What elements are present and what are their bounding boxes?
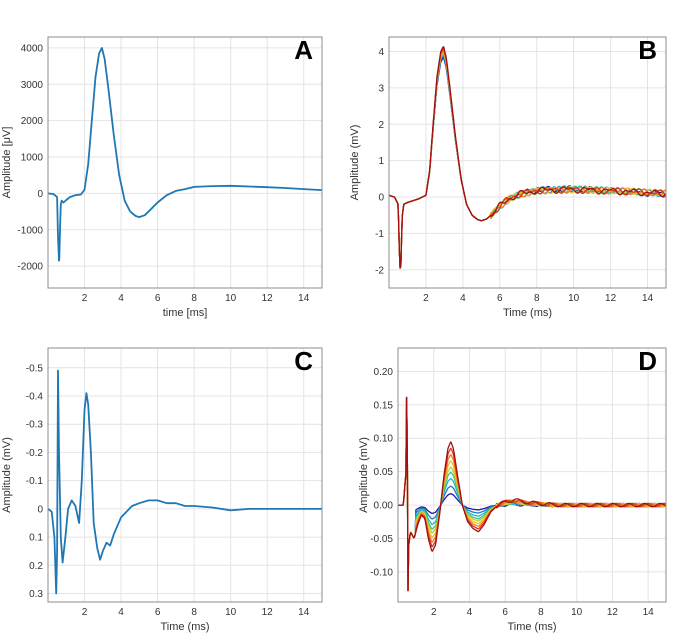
axes-frame — [397, 347, 667, 603]
y-tick-label: 4 — [378, 47, 384, 58]
x-tick-label: 8 — [538, 607, 544, 618]
axes-frame — [47, 36, 323, 289]
y-tick-label: 0.20 — [374, 367, 394, 378]
y-tick-label: 0 — [37, 189, 43, 200]
x-tick-label: 6 — [502, 607, 508, 618]
y-tick-label: 0.15 — [374, 400, 394, 411]
y-tick-label: -0.4 — [26, 391, 44, 402]
series-line — [398, 396, 666, 592]
panel-label: C — [294, 346, 313, 376]
x-axis-label: time [ms] — [163, 307, 208, 319]
x-tick-label: 6 — [155, 293, 161, 304]
series-line — [398, 396, 666, 592]
series-line — [398, 396, 666, 592]
y-tick-label: -0.3 — [26, 420, 44, 431]
x-tick-label: 2 — [82, 293, 88, 304]
y-tick-label: 0.10 — [374, 434, 394, 445]
series-line — [398, 396, 666, 592]
y-tick-label: -2000 — [17, 262, 43, 273]
x-tick-label: 2 — [423, 293, 429, 304]
x-tick-label: 14 — [642, 293, 654, 304]
plot-area — [398, 396, 666, 592]
y-tick-label: 1000 — [21, 153, 44, 164]
panel-a: 2 4 6 8 10 12 14 -2000 -1000 0 1000 2000 3000 4000 tim… — [1, 35, 323, 319]
series-line — [398, 396, 666, 592]
y-tick-label: -1000 — [17, 225, 43, 236]
x-axis-label: Time (ms) — [507, 621, 556, 633]
panel-label: D — [638, 346, 657, 376]
y-tick-label: 0.2 — [29, 561, 43, 572]
y-tick-label: 0.3 — [29, 589, 43, 600]
series-line — [389, 46, 666, 269]
x-tick-label: 10 — [225, 293, 237, 304]
x-tick-label: 14 — [298, 293, 310, 304]
x-tick-label: 2 — [431, 607, 437, 618]
y-tick-label: 3000 — [21, 80, 44, 91]
x-tick-label: 14 — [643, 607, 655, 618]
panel-c: 2 4 6 8 10 12 14 -0.5 -0.4 -0.3 -0.2 -0.1 0 0.1 0.2 0.3… — [1, 346, 323, 633]
x-tick-label: 12 — [605, 293, 617, 304]
y-tick-label: -1 — [375, 229, 384, 240]
x-tick-label: 14 — [298, 607, 310, 618]
axes-frame — [47, 347, 323, 603]
y-tick-label: 0.1 — [29, 533, 43, 544]
x-tick-label: 12 — [262, 607, 274, 618]
panel-label: B — [638, 35, 657, 65]
y-axis-label: Amplitude [μV] — [1, 127, 13, 199]
y-tick-label: 0 — [378, 193, 384, 204]
y-tick-label: 4000 — [21, 43, 44, 54]
x-tick-label: 12 — [607, 607, 619, 618]
x-tick-label: 4 — [460, 293, 466, 304]
y-tick-label: -0.1 — [26, 476, 44, 487]
x-tick-label: 8 — [534, 293, 540, 304]
x-tick-label: 4 — [118, 607, 124, 618]
plot-area — [389, 46, 666, 269]
series-line — [398, 396, 666, 592]
y-axis-label: Amplitude (mV) — [1, 437, 13, 513]
y-tick-label: -2 — [375, 265, 384, 276]
y-tick-label: 0 — [37, 504, 43, 515]
x-tick-label: 2 — [82, 607, 88, 618]
x-tick-label: 6 — [497, 293, 503, 304]
panel-label: A — [294, 35, 313, 65]
x-axis-label: Time (ms) — [160, 621, 209, 633]
y-tick-label: 0.05 — [374, 467, 394, 478]
x-tick-label: 10 — [225, 607, 237, 618]
plot-area — [48, 47, 322, 262]
y-tick-label: 2000 — [21, 116, 44, 127]
x-tick-label: 4 — [118, 293, 124, 304]
x-tick-label: 10 — [571, 607, 583, 618]
x-tick-label: 6 — [155, 607, 161, 618]
y-tick-label: -0.10 — [370, 567, 393, 578]
y-tick-label: -0.05 — [370, 534, 393, 545]
x-tick-label: 12 — [262, 293, 274, 304]
series-line — [48, 369, 322, 595]
axes-frame — [388, 36, 667, 289]
y-axis-label: Amplitude (mV) — [358, 437, 370, 513]
y-tick-label: -0.5 — [26, 363, 44, 374]
series-line — [398, 396, 666, 592]
panel-d: 2 4 6 8 10 12 14 -0.10 -0.05 0.00 0.05 0.10 0.15 0.20… — [358, 346, 667, 633]
series-line — [48, 47, 322, 262]
y-tick-label: 2 — [378, 120, 384, 131]
y-axis-label: Amplitude (mV) — [349, 125, 361, 201]
y-tick-label: 1 — [378, 156, 384, 167]
x-tick-label: 8 — [191, 607, 197, 618]
y-tick-label: 0.00 — [374, 501, 394, 512]
plot-area — [48, 369, 322, 595]
x-tick-label: 4 — [467, 607, 473, 618]
y-tick-label: -0.2 — [26, 448, 44, 459]
series-line — [398, 396, 666, 592]
x-tick-label: 10 — [568, 293, 580, 304]
series-line — [398, 396, 666, 592]
y-tick-label: 3 — [378, 83, 384, 94]
x-axis-label: Time (ms) — [503, 307, 552, 319]
x-tick-label: 8 — [191, 293, 197, 304]
